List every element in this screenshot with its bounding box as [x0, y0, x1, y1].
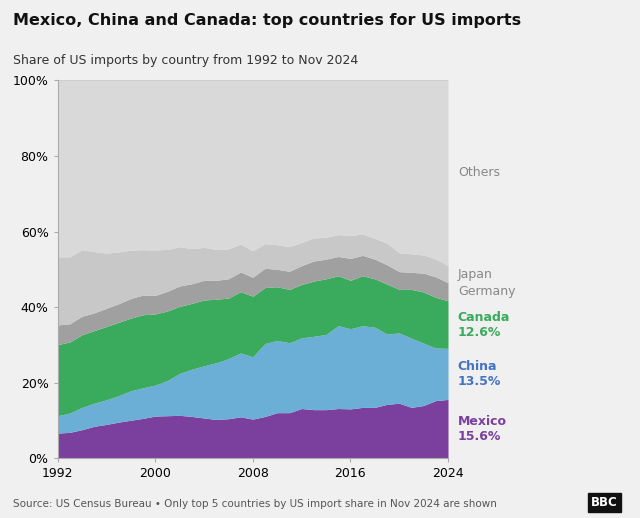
Text: Japan: Japan	[458, 268, 493, 281]
Text: Source: US Census Bureau • Only top 5 countries by US import share in Nov 2024 a: Source: US Census Bureau • Only top 5 co…	[13, 499, 497, 509]
Text: Others: Others	[458, 166, 500, 179]
Text: China
13.5%: China 13.5%	[458, 360, 501, 388]
Text: Mexico
15.6%: Mexico 15.6%	[458, 415, 507, 443]
Text: Share of US imports by country from 1992 to Nov 2024: Share of US imports by country from 1992…	[13, 54, 358, 67]
Text: Mexico, China and Canada: top countries for US imports: Mexico, China and Canada: top countries …	[13, 13, 521, 28]
Text: Canada
12.6%: Canada 12.6%	[458, 311, 510, 339]
Text: Germany: Germany	[458, 285, 515, 298]
Text: BBC: BBC	[591, 496, 618, 509]
